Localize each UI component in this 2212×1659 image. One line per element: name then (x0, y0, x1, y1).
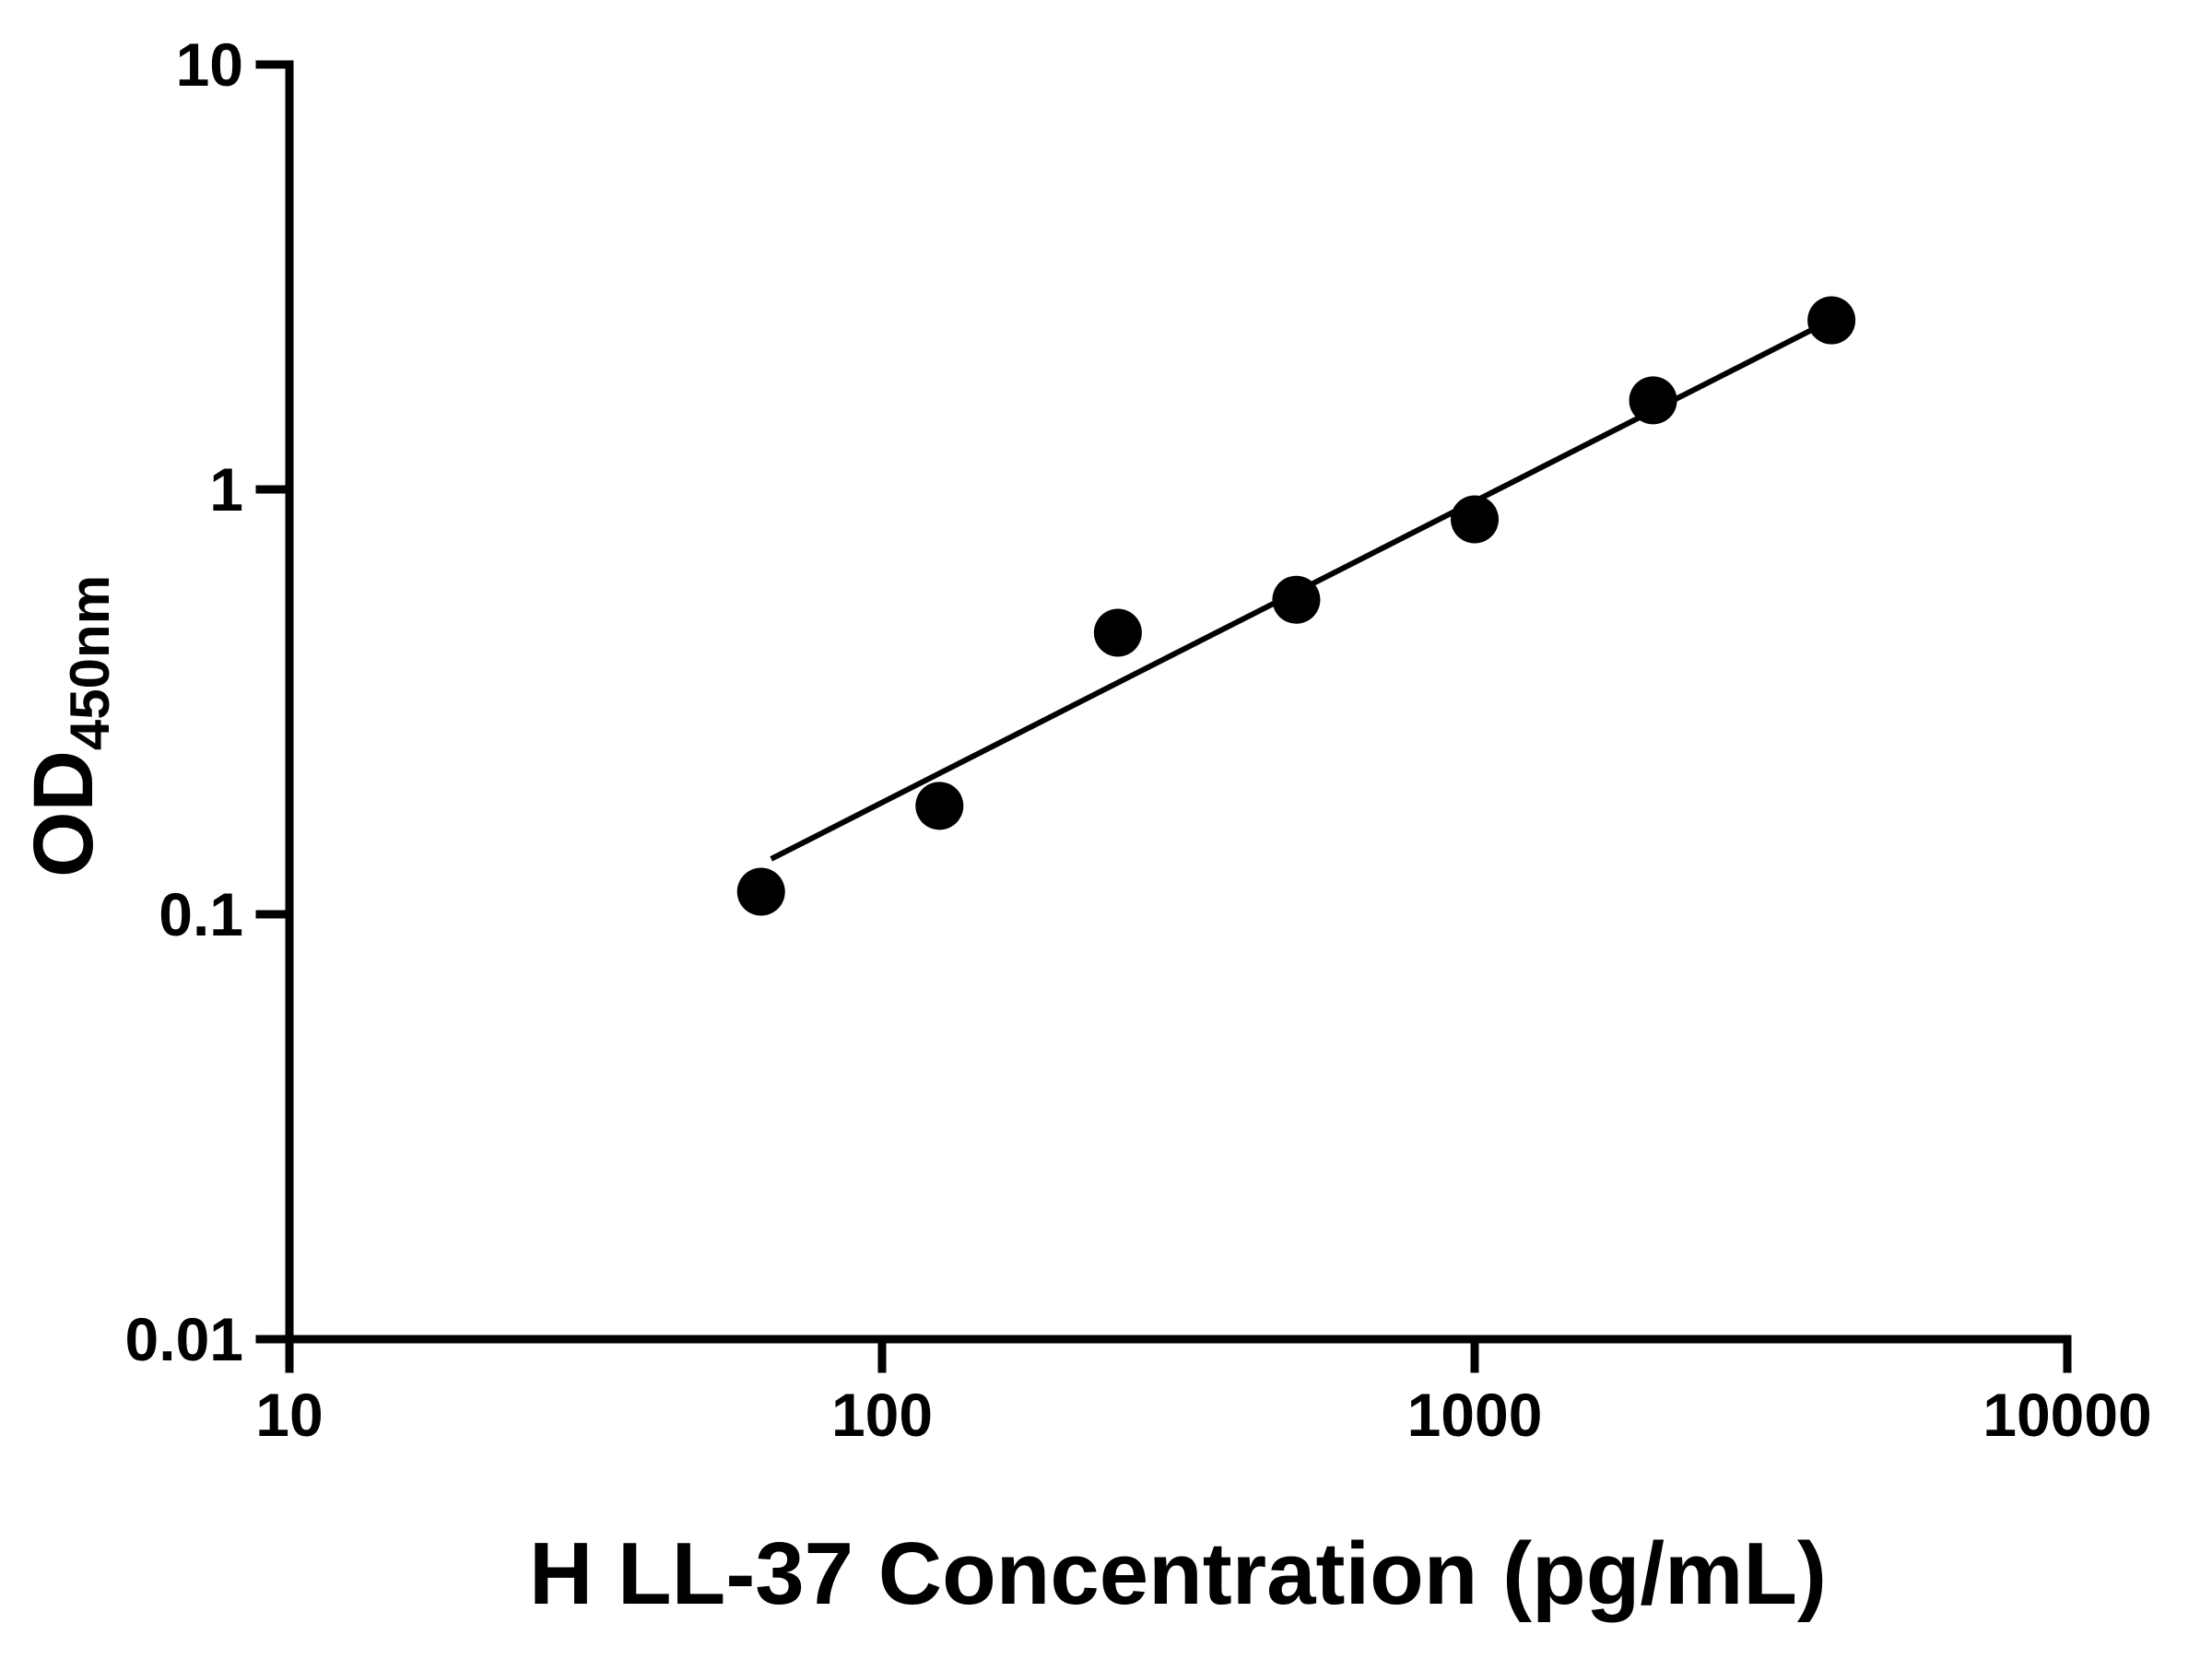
data-point (1093, 608, 1142, 657)
data-point (915, 782, 964, 830)
tick-marks (255, 60, 2072, 1373)
y-axis-title: OD450nm (17, 575, 121, 877)
x-axis-tick-label: 100 (831, 1381, 933, 1449)
y-axis-title-sub: 450nm (59, 575, 121, 750)
y-axis-tick-label: 0.01 (125, 1305, 243, 1373)
data-point (1451, 495, 1499, 544)
y-axis-title-main: OD (17, 750, 111, 877)
x-axis-tick-label: 10000 (1983, 1381, 2152, 1449)
data-point (1272, 575, 1321, 624)
y-axis-tick-label: 0.1 (159, 880, 243, 948)
data-series (736, 296, 1856, 916)
x-axis-tick-label: 1000 (1407, 1381, 1543, 1449)
tick-labels: 10 100 1000 10000 0.01 0.1 1 10 (125, 30, 2152, 1449)
y-axis-tick-label: 10 (176, 30, 243, 99)
data-point (1807, 296, 1856, 345)
x-axis-title: H LL-37 Concentration (pg/mL) (529, 1524, 1827, 1623)
axes (285, 60, 2072, 1344)
data-point (1629, 376, 1677, 425)
x-axis-tick-label: 10 (255, 1381, 323, 1449)
y-axis-tick-label: 1 (209, 455, 243, 524)
data-point (736, 867, 785, 916)
